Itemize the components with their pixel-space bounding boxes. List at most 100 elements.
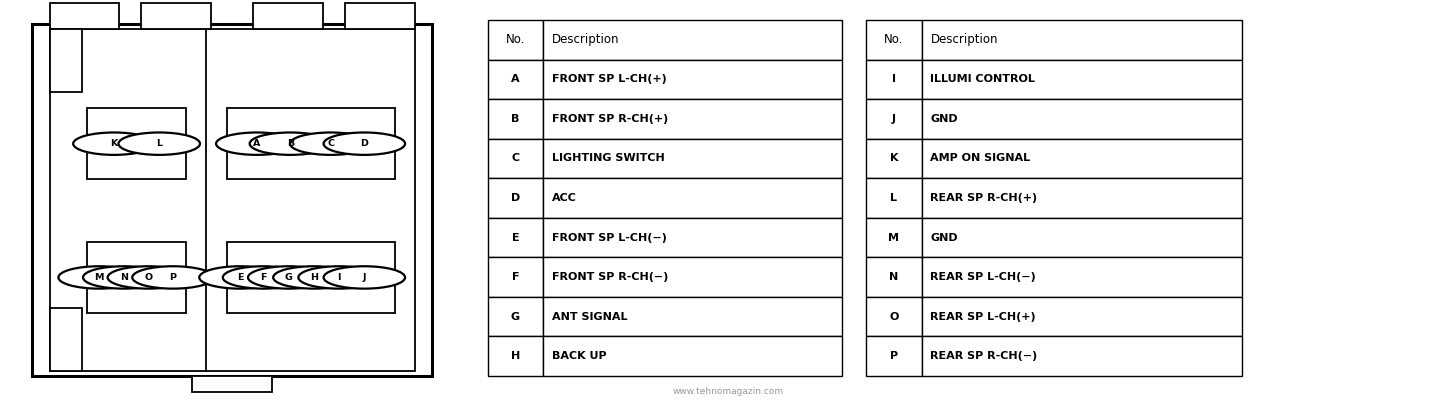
Text: LIGHTING SWITCH: LIGHTING SWITCH: [552, 154, 664, 164]
Bar: [543, 297, 842, 336]
Text: I: I: [893, 74, 895, 84]
Circle shape: [73, 132, 154, 155]
Bar: [488, 20, 543, 60]
Bar: [543, 139, 842, 178]
Bar: [50, 29, 415, 371]
Text: Description: Description: [552, 33, 619, 46]
Bar: [866, 178, 922, 218]
Bar: [866, 218, 922, 257]
Circle shape: [274, 266, 355, 289]
Text: ACC: ACC: [552, 193, 577, 203]
Text: REAR SP L-CH(+): REAR SP L-CH(+): [930, 312, 1037, 322]
Circle shape: [58, 266, 140, 289]
Circle shape: [83, 266, 165, 289]
Text: N: N: [890, 272, 898, 282]
Bar: [488, 139, 543, 178]
Text: BACK UP: BACK UP: [552, 351, 607, 361]
Bar: [922, 178, 1242, 218]
Bar: [866, 139, 922, 178]
Bar: [488, 99, 543, 139]
Text: ILLUMI CONTROL: ILLUMI CONTROL: [930, 74, 1035, 84]
Bar: [488, 257, 543, 297]
Text: J: J: [893, 114, 895, 124]
Bar: [50, 308, 82, 371]
Text: O: O: [144, 273, 153, 282]
Circle shape: [223, 266, 304, 289]
Bar: [866, 60, 922, 99]
Bar: [141, 3, 211, 29]
Bar: [488, 297, 543, 336]
Text: REAR SP L-CH(−): REAR SP L-CH(−): [930, 272, 1037, 282]
Text: M: M: [95, 273, 103, 282]
Text: E: E: [511, 232, 520, 242]
Text: E: E: [237, 273, 243, 282]
Text: FRONT SP R-CH(−): FRONT SP R-CH(−): [552, 272, 668, 282]
Bar: [922, 20, 1242, 60]
Text: C: C: [328, 139, 335, 148]
Text: No.: No.: [505, 33, 526, 46]
Bar: [227, 108, 395, 179]
Bar: [87, 108, 186, 179]
Bar: [227, 242, 395, 313]
Bar: [488, 178, 543, 218]
Text: REAR SP R-CH(−): REAR SP R-CH(−): [930, 351, 1038, 361]
Text: No.: No.: [884, 33, 904, 46]
Text: FRONT SP L-CH(+): FRONT SP L-CH(+): [552, 74, 667, 84]
Circle shape: [323, 266, 405, 289]
Bar: [87, 242, 186, 313]
Text: REAR SP R-CH(+): REAR SP R-CH(+): [930, 193, 1038, 203]
Bar: [488, 60, 543, 99]
Bar: [345, 3, 415, 29]
Text: D: D: [361, 139, 368, 148]
Text: N: N: [119, 273, 128, 282]
Bar: [543, 20, 842, 60]
Circle shape: [290, 132, 371, 155]
Text: M: M: [888, 232, 900, 242]
Text: GND: GND: [930, 232, 958, 242]
Circle shape: [323, 132, 405, 155]
Bar: [866, 336, 922, 376]
Bar: [488, 218, 543, 257]
Bar: [922, 99, 1242, 139]
Circle shape: [199, 266, 281, 289]
Text: P: P: [890, 351, 898, 361]
Text: www.tehnomagazin.com: www.tehnomagazin.com: [673, 387, 783, 396]
Bar: [50, 3, 119, 29]
Bar: [543, 257, 842, 297]
Text: ANT SIGNAL: ANT SIGNAL: [552, 312, 628, 322]
Circle shape: [249, 132, 331, 155]
Text: FRONT SP R-CH(+): FRONT SP R-CH(+): [552, 114, 668, 124]
Text: H: H: [511, 351, 520, 361]
Text: A: A: [253, 139, 261, 148]
Bar: [922, 218, 1242, 257]
Bar: [922, 60, 1242, 99]
Bar: [866, 99, 922, 139]
Text: C: C: [511, 154, 520, 164]
Text: P: P: [169, 273, 176, 282]
Text: G: G: [285, 273, 293, 282]
Bar: [922, 139, 1242, 178]
Text: D: D: [511, 193, 520, 203]
Bar: [543, 178, 842, 218]
Text: B: B: [511, 114, 520, 124]
Circle shape: [108, 266, 189, 289]
Bar: [253, 3, 323, 29]
Bar: [543, 218, 842, 257]
Bar: [488, 336, 543, 376]
Text: A: A: [511, 74, 520, 84]
Bar: [922, 257, 1242, 297]
Text: FRONT SP L-CH(−): FRONT SP L-CH(−): [552, 232, 667, 242]
Circle shape: [298, 266, 380, 289]
Text: H: H: [310, 273, 317, 282]
Circle shape: [248, 266, 329, 289]
Text: I: I: [338, 273, 341, 282]
Text: F: F: [261, 273, 266, 282]
Bar: [543, 336, 842, 376]
Bar: [32, 24, 432, 376]
Bar: [866, 20, 922, 60]
Bar: [922, 336, 1242, 376]
Text: B: B: [287, 139, 294, 148]
Text: K: K: [890, 154, 898, 164]
Bar: [543, 60, 842, 99]
Text: L: L: [891, 193, 897, 203]
